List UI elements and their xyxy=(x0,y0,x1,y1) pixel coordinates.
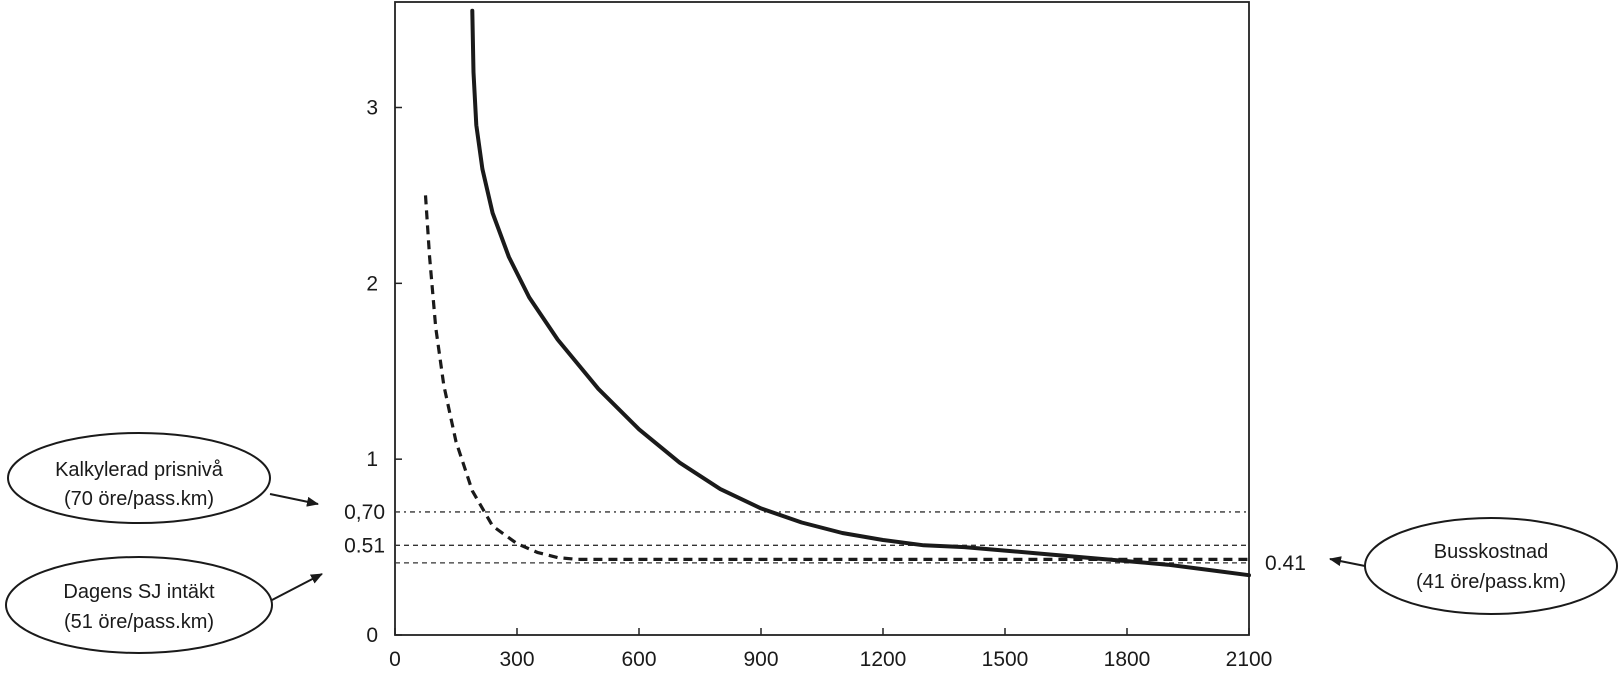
annotation-busskostnad-line1: Busskostnad xyxy=(1434,541,1549,563)
y-tick-label: 0 xyxy=(366,624,378,647)
annotation-dagens-sj-ellipse xyxy=(5,556,273,654)
annotation-dagens-sj: Dagens SJ intäkt (51 öre/pass.km) xyxy=(5,556,323,654)
x-tick-label: 1800 xyxy=(1104,648,1151,671)
x-tick-label: 300 xyxy=(499,648,534,671)
plot-frame xyxy=(394,1,1250,636)
series-layer xyxy=(423,8,1251,578)
annotation-dagens-sj-line1: Dagens SJ intäkt xyxy=(63,581,215,603)
reference-line-label: 0.51 xyxy=(344,534,385,557)
annotation-kalkylerad-arrow xyxy=(269,493,319,507)
x-tick-label: 900 xyxy=(743,648,778,671)
annotation-busskostnad: Busskostnad (41 öre/pass.km) xyxy=(1329,517,1618,615)
annotation-kalkylerad-line1: Kalkylerad prisnivå xyxy=(55,459,224,481)
x-tick-label: 1500 xyxy=(982,648,1029,671)
annotation-busskostnad-line2: (41 öre/pass.km) xyxy=(1416,571,1566,593)
annotation-kalkylerad-ellipse xyxy=(7,432,271,524)
annotation-dagens-sj-arrow xyxy=(271,573,323,601)
x-axis: 0 300 600 900 1200 1500 1800 2100 xyxy=(389,628,1272,671)
y-tick-label: 1 xyxy=(366,448,378,471)
reference-line-label: 0,70 xyxy=(344,501,385,524)
annotation-dagens-sj-line2: (51 öre/pass.km) xyxy=(64,611,214,633)
annotation-busskostnad-arrow xyxy=(1329,556,1366,567)
annotation-kalkylerad: Kalkylerad prisnivå (70 öre/pass.km) xyxy=(7,432,319,524)
annotation-kalkylerad-line2: (70 öre/pass.km) xyxy=(64,488,214,510)
x-tick-label: 600 xyxy=(621,648,656,671)
series-line-solid xyxy=(470,8,1251,578)
annotation-busskostnad-ellipse xyxy=(1364,517,1618,615)
y-axis: 0 1 2 3 xyxy=(366,97,402,647)
reference-lines: 0,70 0.51 0.41 xyxy=(344,501,1306,575)
reference-line-label: 0.41 xyxy=(1265,552,1306,575)
y-tick-label: 2 xyxy=(366,272,378,295)
y-tick-label: 3 xyxy=(366,97,378,120)
x-tick-label: 1200 xyxy=(860,648,907,671)
x-tick-label: 0 xyxy=(389,648,401,671)
series-line-dashed xyxy=(423,195,1249,561)
x-tick-label: 2100 xyxy=(1226,648,1273,671)
